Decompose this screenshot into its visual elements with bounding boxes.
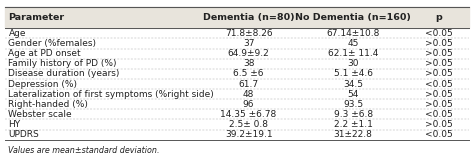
Text: HY: HY [9,120,20,129]
Text: Lateralization of first symptoms (%right side): Lateralization of first symptoms (%right… [9,90,214,99]
Text: Disease duration (years): Disease duration (years) [9,69,120,78]
Text: Dementia (n=80): Dementia (n=80) [203,13,294,22]
Text: 30: 30 [347,59,359,68]
Text: >0.05: >0.05 [425,49,453,58]
Text: 64.9±9.2: 64.9±9.2 [228,49,270,58]
Text: >0.05: >0.05 [425,90,453,99]
Text: UPDRS: UPDRS [9,130,39,139]
Text: 39.2±19.1: 39.2±19.1 [225,130,273,139]
Text: <0.05: <0.05 [425,130,453,139]
Text: p: p [436,13,442,22]
Text: >0.05: >0.05 [425,59,453,68]
Text: 48: 48 [243,90,254,99]
Text: Depression (%): Depression (%) [9,80,77,89]
Text: 67.14±10.8: 67.14±10.8 [327,29,380,38]
Text: 9.3 ±6.8: 9.3 ±6.8 [334,110,373,119]
Text: Values are mean±standard deviation.: Values are mean±standard deviation. [9,146,160,155]
Text: >0.05: >0.05 [425,120,453,129]
Text: 71.8±8.26: 71.8±8.26 [225,29,273,38]
Text: 54: 54 [347,90,359,99]
Text: 34.5: 34.5 [343,80,363,89]
Text: Webster scale: Webster scale [9,110,72,119]
Text: 45: 45 [347,39,359,48]
Text: Family history of PD (%): Family history of PD (%) [9,59,117,68]
Text: >0.05: >0.05 [425,69,453,78]
Text: <0.05: <0.05 [425,110,453,119]
Text: 38: 38 [243,59,255,68]
Text: 2.5± 0.8: 2.5± 0.8 [229,120,268,129]
Text: 2.2 ±1.1: 2.2 ±1.1 [334,120,373,129]
Text: Parameter: Parameter [9,13,64,22]
Text: >0.05: >0.05 [425,100,453,109]
Text: 37: 37 [243,39,255,48]
Text: 96: 96 [243,100,255,109]
Text: 31±22.8: 31±22.8 [334,130,373,139]
Text: No Dementia (n=160): No Dementia (n=160) [295,13,411,22]
Text: 14.35 ±6.78: 14.35 ±6.78 [220,110,277,119]
Text: 93.5: 93.5 [343,100,363,109]
Text: Gender (%females): Gender (%females) [9,39,96,48]
Text: Age: Age [9,29,26,38]
Text: <0.05: <0.05 [425,29,453,38]
Text: <0.05: <0.05 [425,80,453,89]
Text: 6.5 ±6: 6.5 ±6 [233,69,264,78]
Text: 62.1± 11.4: 62.1± 11.4 [328,49,378,58]
Text: 5.1 ±4.6: 5.1 ±4.6 [334,69,373,78]
Text: >0.05: >0.05 [425,39,453,48]
Text: 61.7: 61.7 [238,80,259,89]
Text: Right-handed (%): Right-handed (%) [9,100,88,109]
Text: Age at PD onset: Age at PD onset [9,49,81,58]
